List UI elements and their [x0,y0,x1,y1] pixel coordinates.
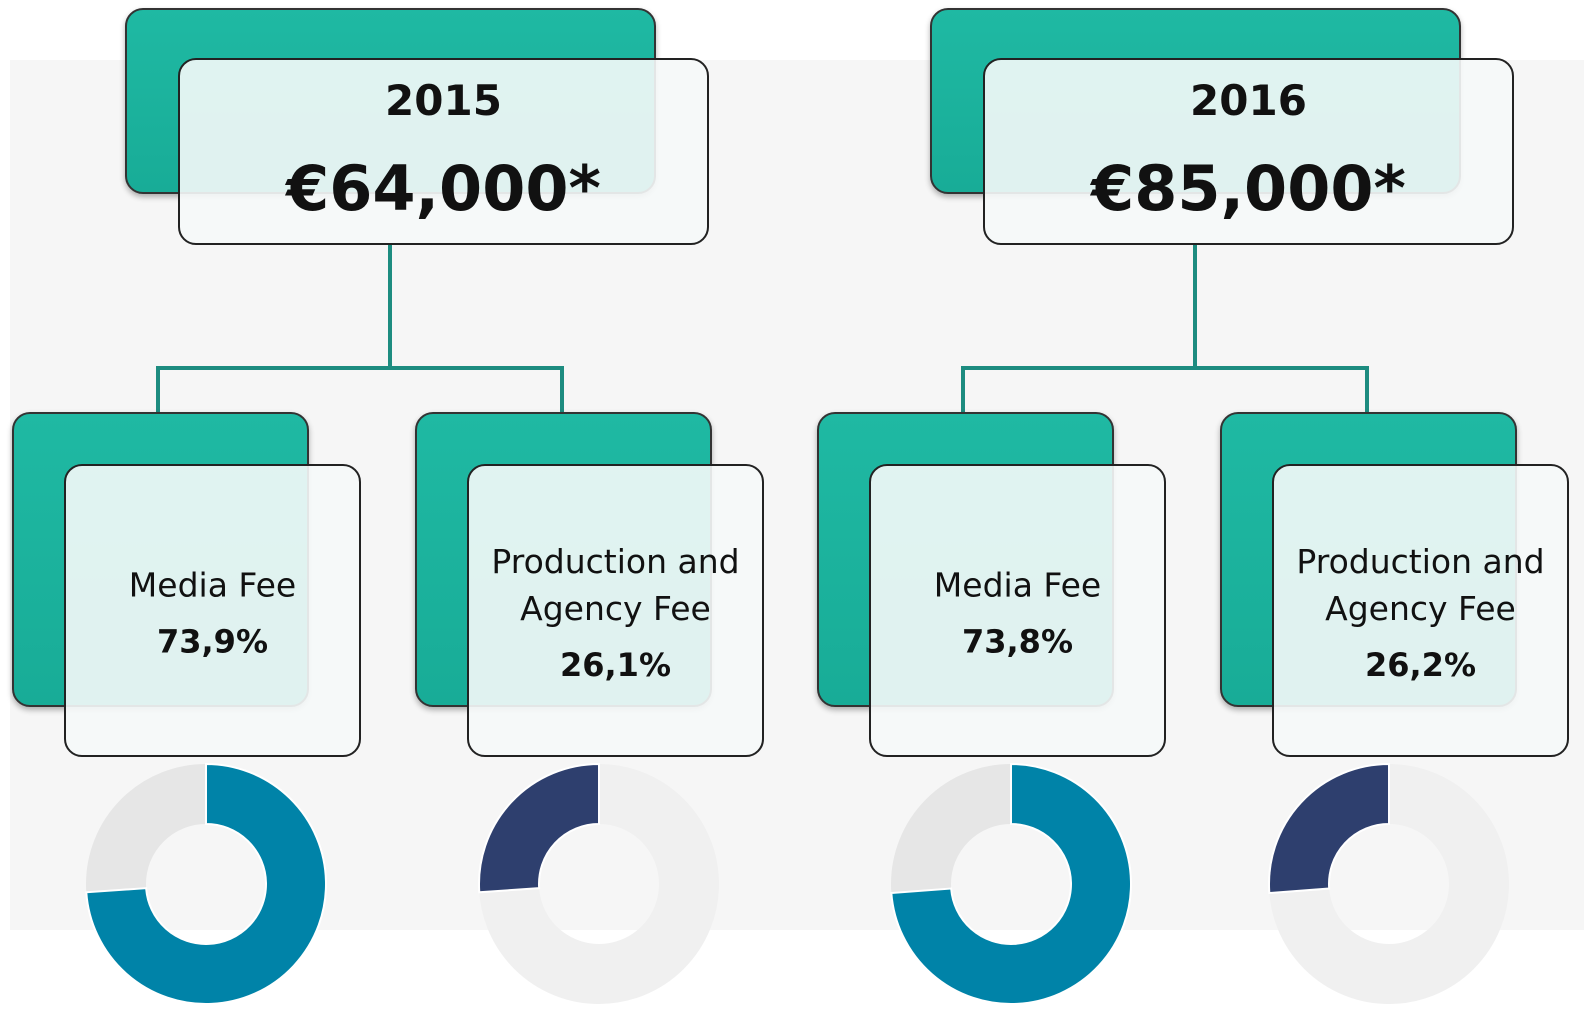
item-value: 26,1% [559,645,671,684]
year: 2015 [385,76,502,125]
item-label: Media Fee [933,565,1102,604]
header-box: 2015 €64,000* [178,58,709,245]
item-text: Media Fee 73,8% [819,561,1216,660]
donut-segment [890,762,1132,1005]
item-label: Production and Agency Fee [491,541,740,628]
item-value: 26,2% [1364,645,1476,684]
item-box: Production and Agency Fee 26,2% [1272,464,1569,757]
donut-segment [85,762,327,1005]
connector [961,366,1369,412]
year: 2016 [1190,76,1307,125]
item-box: Media Fee 73,8% [869,464,1166,757]
total: €85,000* [1091,152,1406,225]
header-box: 2016 €85,000* [983,58,1514,245]
item-box: Production and Agency Fee 26,1% [467,464,764,757]
connector [156,366,564,412]
item-value: 73,9% [156,622,268,660]
item-label: Media Fee [128,565,297,604]
item-value: 73,8% [961,622,1073,660]
item-box: Media Fee 73,9% [64,464,361,757]
item-text: Media Fee 73,9% [14,561,411,660]
donut-segment [1267,762,1390,895]
donut-segment [478,762,600,894]
item-text: Production and Agency Fee 26,1% [417,538,814,684]
item-text: Production and Agency Fee 26,2% [1222,538,1584,684]
item-label: Production and Agency Fee [1296,541,1545,628]
total: €64,000* [286,152,601,225]
